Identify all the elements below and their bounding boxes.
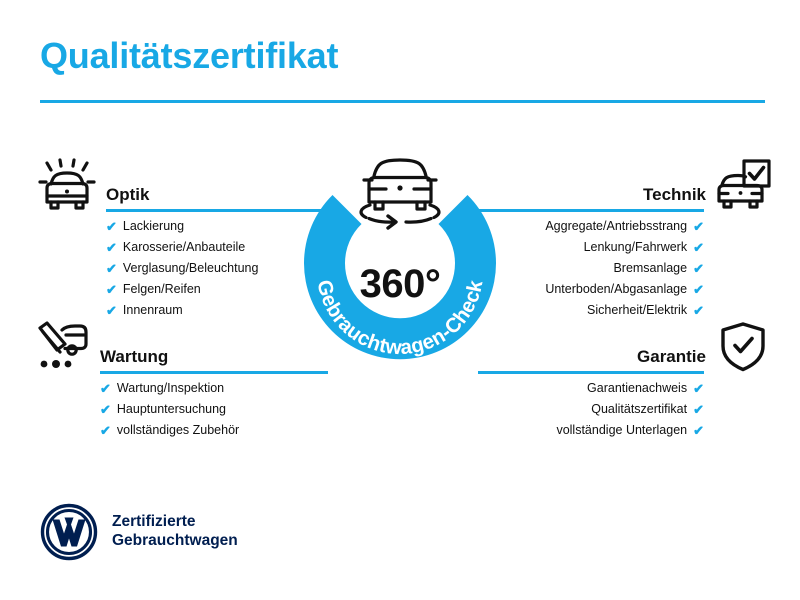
section-title-technik: Technik: [643, 185, 706, 204]
check-list-technik: Aggregate/Antriebsstrang ✔ Lenkung/Fahrwe…: [478, 220, 704, 317]
list-item-label: Qualitätszertifikat: [591, 402, 688, 417]
check-list-garantie: Garantienachweis ✔ Qualitätszertifikat ✔ v…: [478, 382, 704, 437]
check-list-optik: ✔ Lackierung ✔ Karosserie/Anbauteile ✔ Verg…: [106, 220, 328, 317]
list-item-label: Lackierung: [122, 219, 185, 234]
list-item-label: Wartung/Inspektion: [116, 381, 225, 396]
check-icon: ✔: [693, 240, 704, 255]
check-icon: ✔: [693, 303, 704, 318]
section-title-optik: Optik: [106, 185, 150, 204]
check-icon: ✔: [100, 402, 111, 417]
check-icon: ✔: [693, 261, 704, 276]
badge-360-check: Gebrauchtwagen-Check 360°: [288, 146, 512, 370]
page-title: Qualitätszertifikat: [40, 35, 339, 76]
footer-brand-text: Zertifizierte Gebrauchtwagen: [112, 513, 238, 551]
list-item-label: Lenkung/Fahrwerk: [583, 240, 688, 255]
check-icon: ✔: [106, 261, 117, 276]
list-item-label: Unterboden/Abgasanlage: [545, 282, 688, 297]
list-item-label: Hauptuntersuchung: [116, 402, 227, 417]
section-underline-garantie: [478, 371, 704, 374]
check-icon: ✔: [693, 381, 704, 396]
section-technik: Technik Aggregate/Antriebsstrang ✔ Lenkun…: [478, 158, 772, 325]
car-checkbox-icon: [714, 158, 772, 214]
list-item: ✔ vollständiges Zubehör: [100, 424, 328, 437]
list-item: Lenkung/Fahrwerk ✔: [478, 241, 704, 254]
list-item: ✔ Wartung/Inspektion: [100, 382, 328, 395]
header-divider: [40, 100, 765, 103]
list-item: ✔ Hauptuntersuchung: [100, 403, 328, 416]
section-optik: Optik ✔ Lackierung ✔ Karosserie/Anbauteile…: [38, 158, 328, 325]
car-shine-icon: [38, 158, 96, 214]
section-underline-technik: [478, 209, 704, 212]
check-icon: ✔: [693, 282, 704, 297]
list-item-label: Felgen/Reifen: [122, 282, 201, 297]
list-item-label: Verglasung/Beleuchtung: [122, 261, 259, 276]
section-title-wartung: Wartung: [100, 347, 169, 366]
section-underline-wartung: [100, 371, 328, 374]
check-icon: ✔: [106, 219, 117, 234]
list-item: ✔ Karosserie/Anbauteile: [106, 241, 328, 254]
footer-brand-line1: Zertifizierte: [112, 513, 196, 531]
badge-ring: Gebrauchtwagen-Check: [288, 172, 512, 370]
list-item-label: vollständige Unterlagen: [556, 423, 688, 438]
car-wash-icon: [32, 320, 90, 376]
check-icon: ✔: [100, 381, 111, 396]
section-header-technik: Technik: [478, 158, 772, 220]
section-header-garantie: Garantie: [478, 320, 772, 382]
list-item-label: Innenraum: [122, 303, 183, 318]
volkswagen-logo-icon: [40, 503, 98, 561]
list-item: Sicherheit/Elektrik ✔: [478, 304, 704, 317]
list-item: vollständige Unterlagen ✔: [478, 424, 704, 437]
list-item: ✔ Felgen/Reifen: [106, 283, 328, 296]
list-item: ✔ Innenraum: [106, 304, 328, 317]
list-item: Garantienachweis ✔: [478, 382, 704, 395]
section-wartung: Wartung ✔ Wartung/Inspektion ✔ Hauptunters…: [32, 320, 328, 445]
list-item: Bremsanlage ✔: [478, 262, 704, 275]
check-list-wartung: ✔ Wartung/Inspektion ✔ Hauptuntersuchung ✔…: [100, 382, 328, 437]
list-item: ✔ Lackierung: [106, 220, 328, 233]
list-item-label: Aggregate/Antriebsstrang: [545, 219, 688, 234]
check-icon: ✔: [106, 282, 117, 297]
section-header-wartung: Wartung: [32, 320, 328, 382]
list-item: Unterboden/Abgasanlage ✔: [478, 283, 704, 296]
check-icon: ✔: [106, 240, 117, 255]
check-icon: ✔: [100, 423, 111, 438]
check-icon: ✔: [693, 219, 704, 234]
list-item-label: Sicherheit/Elektrik: [587, 303, 688, 318]
list-item-label: vollständiges Zubehör: [116, 423, 240, 438]
check-icon: ✔: [693, 402, 704, 417]
list-item-label: Garantienachweis: [587, 381, 688, 396]
list-item-label: Karosserie/Anbauteile: [122, 240, 246, 255]
section-header-optik: Optik: [38, 158, 328, 220]
car-rotate-icon: [352, 150, 448, 232]
section-title-garantie: Garantie: [637, 347, 706, 366]
list-item: Qualitätszertifikat ✔: [478, 403, 704, 416]
check-icon: ✔: [106, 303, 117, 318]
section-garantie: Garantie Garantienachweis ✔ Qualitätszert…: [478, 320, 772, 445]
shield-check-icon: [714, 320, 772, 376]
badge-degrees-label: 360°: [359, 262, 441, 306]
list-item-label: Bremsanlage: [613, 261, 688, 276]
footer-brand-line2: Gebrauchtwagen: [112, 532, 238, 549]
list-item: ✔ Verglasung/Beleuchtung: [106, 262, 328, 275]
footer-brand-logo: Zertifizierte Gebrauchtwagen: [40, 503, 238, 561]
check-icon: ✔: [693, 423, 704, 438]
section-underline-optik: [106, 209, 328, 212]
list-item: Aggregate/Antriebsstrang ✔: [478, 220, 704, 233]
